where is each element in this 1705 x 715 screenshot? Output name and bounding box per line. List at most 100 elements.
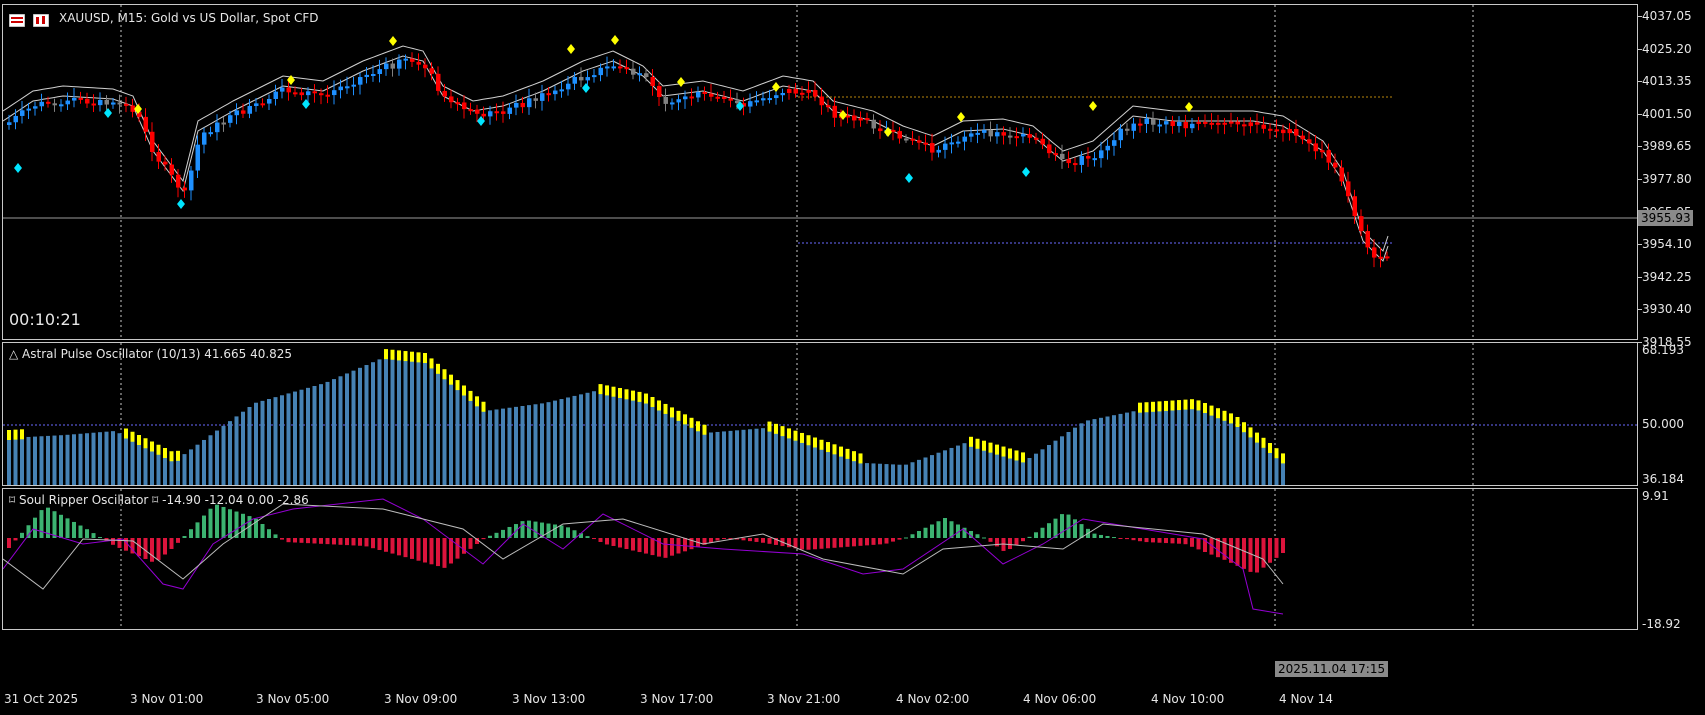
chart-type-icon[interactable]	[33, 14, 49, 27]
oscillator-bar	[605, 538, 609, 545]
oscillator-bar	[390, 538, 395, 554]
histogram-cap	[663, 403, 668, 414]
oscillator-bar	[949, 521, 954, 538]
histogram-bar	[975, 446, 980, 485]
histogram-bar	[117, 433, 122, 485]
histogram-bar	[33, 436, 37, 485]
histogram-bar	[228, 421, 232, 485]
histogram-bar	[1060, 436, 1064, 485]
histogram-bar	[722, 431, 726, 485]
candle-body	[546, 93, 551, 96]
oscillator-bar	[78, 525, 83, 538]
candle-body	[923, 142, 928, 145]
oscillator-bar	[384, 538, 388, 552]
soul-ripper-axis: 9.91 -18.92	[1638, 488, 1705, 631]
oscillator-bar	[403, 538, 408, 558]
candle-body	[1281, 129, 1286, 134]
histogram-bar	[1040, 449, 1045, 485]
price-tick-mark	[1638, 244, 1642, 246]
histogram-bar	[26, 436, 31, 485]
astral-pulse-pane[interactable]: △ Astral Pulse Oscillator (10/13) 41.665…	[2, 342, 1638, 486]
buy-signal-diamond	[736, 101, 744, 111]
candle-body	[202, 132, 207, 145]
histogram-bar	[195, 444, 200, 485]
candle-body	[1300, 135, 1305, 140]
histogram-bar	[611, 394, 616, 485]
oscillator-bar	[793, 538, 798, 549]
oscillator-bar	[429, 538, 434, 565]
price-tick-label: 3918.55	[1642, 335, 1692, 349]
histogram-cap	[1235, 417, 1240, 427]
histogram-bar	[761, 428, 765, 485]
oscillator-bar	[715, 538, 720, 541]
oscillator-bar	[1196, 538, 1201, 550]
candle-body	[1190, 123, 1195, 129]
candle-body	[793, 88, 798, 94]
histogram-bar	[85, 433, 89, 485]
candle-body	[1008, 135, 1013, 138]
candle-body	[715, 96, 720, 99]
candle-body	[624, 67, 629, 70]
candle-body	[897, 131, 902, 139]
oscillator-bar	[1274, 538, 1279, 558]
histogram-bar	[910, 462, 915, 485]
oscillator-bar	[527, 520, 531, 538]
oscillator-bar	[332, 538, 336, 545]
histogram-bar	[865, 463, 869, 485]
histogram-bar	[176, 458, 180, 485]
oscillator-bar	[618, 538, 622, 548]
histogram-bar	[436, 371, 440, 485]
histogram-bar	[163, 456, 167, 485]
candlestick-chart[interactable]	[3, 5, 1637, 339]
histogram-cap	[1196, 400, 1201, 411]
oscillator-bar	[1229, 538, 1233, 563]
oscillator-bar	[1112, 537, 1116, 539]
histogram-cap	[624, 389, 629, 400]
sell-signal-diamond	[884, 127, 892, 137]
candle-body	[871, 119, 876, 129]
oscillator-bar	[137, 538, 141, 557]
time-axis[interactable]: 31 Oct 2025 3 Nov 01:00 3 Nov 05:00 3 Nov 0…	[0, 630, 1705, 715]
oscillator-bar	[559, 525, 564, 538]
astral-pulse-axis: 68.193 50.000 36.184	[1638, 342, 1705, 486]
oscillator-bar	[98, 537, 102, 538]
histogram-cap	[800, 432, 804, 443]
price-tick-label: 4037.05	[1642, 9, 1692, 23]
histogram-bar	[1125, 412, 1129, 485]
histogram-bar	[111, 431, 115, 485]
histogram-bar	[150, 449, 154, 485]
oscillator-bar	[943, 518, 947, 538]
oscillator-bar	[728, 538, 733, 539]
candle-body	[1066, 159, 1071, 164]
candle-body	[247, 105, 252, 114]
oscillator-bar	[1060, 514, 1064, 538]
oscillator-bar	[962, 527, 967, 538]
candle-body	[1203, 121, 1208, 124]
chart-menu-icon[interactable]	[9, 14, 25, 27]
oscillator-bar	[917, 531, 921, 538]
oscillator-bar	[1281, 538, 1285, 553]
oscillator-bar	[1242, 538, 1246, 569]
candle-body	[1112, 140, 1117, 146]
histogram-bar	[936, 452, 941, 485]
candle-body	[306, 91, 311, 96]
oscillator-bar	[494, 532, 499, 538]
candle-body	[377, 69, 382, 75]
sell-signal-diamond	[839, 110, 847, 120]
price-chart-pane[interactable]: XAUUSD, M15: Gold vs US Dollar, Spot CFD…	[2, 4, 1638, 340]
histogram-cap	[429, 358, 434, 369]
soul-ripper-pane[interactable]: ⌑ Soul Ripper Oscillator ⌑ -14.90 -12.04…	[2, 488, 1638, 630]
candle-body	[969, 133, 974, 137]
histogram-bar	[1209, 413, 1214, 485]
histogram-bar	[650, 405, 655, 485]
candle-body	[371, 74, 376, 77]
candle-body	[494, 111, 499, 114]
histogram-cap	[793, 430, 798, 441]
oscillator-bar	[969, 531, 973, 538]
candle-body	[1287, 129, 1292, 134]
oscillator-bar	[598, 538, 603, 542]
price-axis[interactable]: 4037.05 4025.20 4013.35 4001.50 3989.65 3977.…	[1638, 4, 1705, 349]
oscillator-bar	[787, 538, 791, 548]
histogram-bar	[559, 399, 564, 485]
histogram-bar	[735, 430, 739, 485]
